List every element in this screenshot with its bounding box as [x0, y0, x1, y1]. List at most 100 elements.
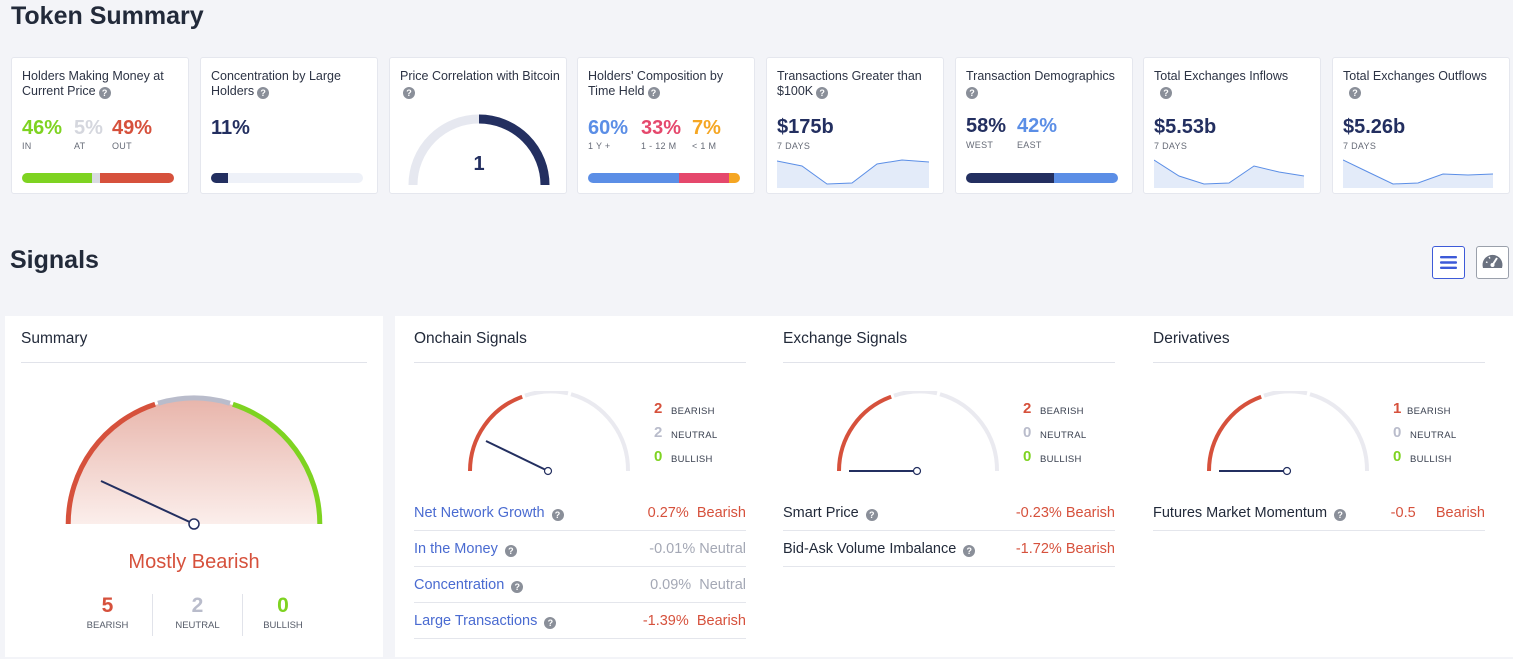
mid-term-label: 1 - 12 M — [641, 141, 677, 151]
summary-panel: Summary Mostly Bearish 5 BEARISH 2 NEUTR… — [5, 316, 383, 657]
divider — [414, 362, 746, 363]
signals-panel: Onchain Signals 2 BEARISH 2 NEUTRAL 0 BU… — [395, 316, 1513, 657]
card-exchange-outflows[interactable]: Total Exchanges Outflows? $5.26b 7 DAYS — [1332, 57, 1510, 194]
help-icon[interactable]: ? — [647, 87, 660, 99]
summary-gauge — [65, 395, 323, 530]
help-icon[interactable]: ? — [257, 87, 270, 99]
help-icon[interactable]: ? — [511, 581, 524, 593]
gauge-view-button[interactable] — [1476, 246, 1509, 279]
east-percent: 42% — [1017, 115, 1058, 137]
gauge-needle — [100, 480, 195, 525]
speedometer-icon — [1482, 254, 1503, 268]
long-term-segment — [588, 173, 680, 183]
help-icon[interactable]: ? — [403, 87, 415, 99]
at-segment — [91, 173, 100, 183]
short-term-segment — [729, 173, 740, 183]
help-icon[interactable]: ? — [551, 509, 564, 521]
card-title: Holders' Composition by Time Held? — [588, 69, 724, 99]
in-label: IN — [22, 141, 32, 151]
card-price-correlation[interactable]: Price Correlation with Bitcoin? 1 — [389, 57, 567, 194]
neutral-label: NEUTRAL — [671, 430, 718, 441]
help-icon[interactable]: ? — [504, 545, 517, 557]
card-holders-composition[interactable]: Holders' Composition by Time Held? 60% 3… — [577, 57, 755, 194]
signal-row-bid-ask-imbalance[interactable]: Bid-Ask Volume Imbalance? -1.72% Bearish — [783, 531, 1115, 567]
derivatives-bullish-count: 0 — [1393, 448, 1402, 465]
exchange-section: Exchange Signals 2 BEARISH 0 NEUTRAL 0 B… — [783, 316, 1116, 657]
outflows-period: 7 DAYS — [1343, 141, 1377, 151]
help-icon[interactable]: ? — [963, 545, 976, 557]
onchain-section: Onchain Signals 2 BEARISH 2 NEUTRAL 0 BU… — [414, 316, 747, 657]
transactions-value: $175b — [777, 116, 834, 138]
outflows-sparkline — [1343, 159, 1494, 188]
signal-link[interactable]: Large Transactions — [414, 613, 538, 629]
transactions-period: 7 DAYS — [777, 141, 811, 151]
signal-row-large-transactions[interactable]: Large Transactions? -1.39% Bearish — [414, 603, 746, 639]
concentration-fill — [211, 173, 228, 183]
out-segment — [99, 173, 174, 183]
onchain-neutral-count: 2 — [654, 424, 663, 441]
summary-title: Summary — [21, 330, 88, 347]
card-holders-making-money[interactable]: Holders Making Money at Current Price? 4… — [11, 57, 189, 194]
summary-neutral-count: 2 NEUTRAL — [153, 594, 243, 636]
gauge-needle — [485, 440, 549, 472]
concentration-bar — [211, 173, 363, 183]
onchain-gauge — [468, 391, 631, 476]
summary-verdict: Mostly Bearish — [128, 551, 260, 573]
help-icon[interactable]: ? — [544, 617, 557, 629]
card-title: Transaction Demographics? — [966, 69, 1115, 99]
list-view-button[interactable] — [1432, 246, 1465, 279]
short-term-percent: 7% — [692, 117, 721, 139]
card-concentration[interactable]: Concentration by Large Holders? 11% — [200, 57, 378, 194]
signal-row-futures-momentum[interactable]: Futures Market Momentum? -0.5 Bearish — [1153, 495, 1485, 531]
help-icon[interactable]: ? — [816, 87, 829, 99]
gauge-bullish-arc — [232, 401, 323, 525]
neutral-label: NEUTRAL — [1040, 430, 1087, 441]
signal-row-smart-price[interactable]: Smart Price? -0.23% Bearish — [783, 495, 1115, 531]
west-percent: 58% — [966, 115, 1007, 137]
bearish-label: BEARISH — [1040, 406, 1084, 417]
gauge-fill — [478, 114, 550, 186]
holders-money-bar — [22, 173, 174, 183]
long-term-label: 1 Y + — [588, 141, 611, 151]
east-segment — [1054, 173, 1118, 183]
card-title: Holders Making Money at Current Price? — [22, 69, 164, 99]
derivatives-bearish-count: 1 — [1393, 400, 1402, 417]
mid-term-percent: 33% — [641, 117, 682, 139]
help-icon[interactable]: ? — [966, 87, 978, 99]
onchain-title: Onchain Signals — [414, 330, 527, 347]
signal-row-concentration[interactable]: Concentration? 0.09% Neutral — [414, 567, 746, 603]
signal-link[interactable]: Concentration — [414, 577, 505, 593]
correlation-value: 1 — [473, 153, 485, 175]
long-term-percent: 60% — [588, 117, 629, 139]
composition-bar — [588, 173, 740, 183]
neutral-label: NEUTRAL — [1410, 430, 1457, 441]
mid-term-segment — [679, 173, 730, 183]
token-summary-heading: Token Summary — [11, 2, 204, 30]
gauge-neutral-arc — [157, 395, 231, 406]
exchange-neutral-count: 0 — [1023, 424, 1032, 441]
derivatives-gauge — [1207, 391, 1370, 476]
signal-row-net-network-growth[interactable]: Net Network Growth? 0.27% Bearish — [414, 495, 746, 531]
card-exchange-inflows[interactable]: Total Exchanges Inflows? $5.53b 7 DAYS — [1143, 57, 1321, 194]
demographics-bar — [966, 173, 1118, 183]
card-title: Price Correlation with Bitcoin? — [400, 69, 560, 99]
inflows-value: $5.53b — [1154, 116, 1217, 138]
signals-heading: Signals — [10, 246, 99, 274]
help-icon[interactable]: ? — [865, 509, 878, 521]
help-icon[interactable]: ? — [98, 87, 111, 99]
signal-row-in-the-money[interactable]: In the Money? -0.01% Neutral — [414, 531, 746, 567]
help-icon[interactable]: ? — [1349, 87, 1361, 99]
card-transaction-demographics[interactable]: Transaction Demographics? 58% 42% WEST E… — [955, 57, 1133, 194]
card-large-transactions[interactable]: Transactions Greater than $100K? $175b 7… — [766, 57, 944, 194]
derivatives-title: Derivatives — [1153, 330, 1230, 347]
divider — [21, 362, 367, 363]
out-percent: 49% — [112, 117, 153, 139]
help-icon[interactable]: ? — [1160, 87, 1172, 99]
divider — [783, 362, 1115, 363]
gauge-bearish-arc — [65, 401, 156, 525]
signal-link[interactable]: Net Network Growth — [414, 505, 545, 521]
signal-link[interactable]: In the Money — [414, 541, 498, 557]
help-icon[interactable]: ? — [1334, 509, 1347, 521]
in-segment — [22, 173, 92, 183]
card-title: Concentration by Large Holders? — [211, 69, 341, 99]
